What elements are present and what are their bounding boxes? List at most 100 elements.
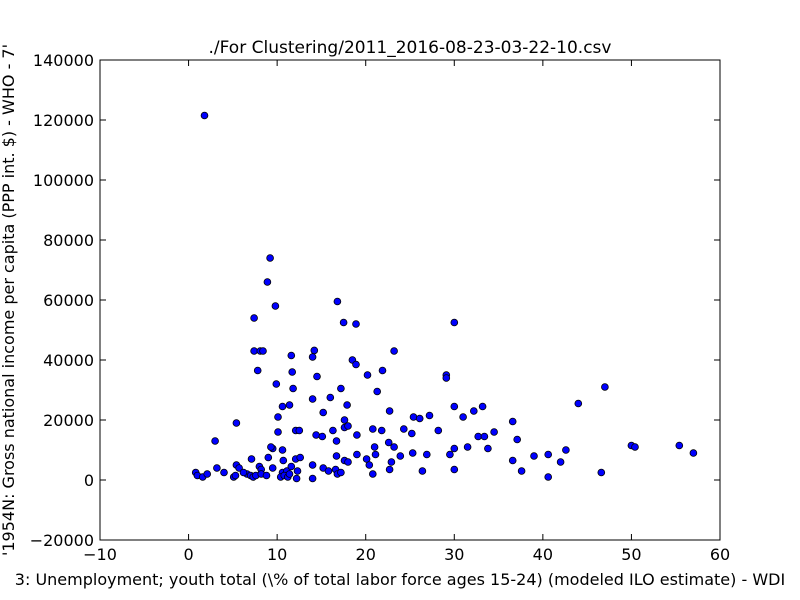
data-point [425, 411, 434, 420]
data-point [513, 435, 521, 444]
data-point [239, 468, 248, 477]
data-point [344, 422, 352, 430]
y-tick-label: 80000 [43, 231, 94, 250]
data-point [469, 407, 478, 415]
data-point [333, 297, 342, 306]
data-point [434, 426, 443, 435]
data-point [450, 402, 459, 411]
data-point [231, 471, 240, 480]
data-point [287, 351, 296, 360]
data-point [370, 443, 379, 451]
data-point [259, 347, 267, 355]
data-point [387, 458, 396, 466]
x-tick-label: −10 [83, 545, 117, 564]
data-point [324, 467, 333, 475]
data-point [450, 444, 459, 453]
data-point [235, 464, 243, 472]
data-point [480, 432, 489, 441]
data-point [517, 467, 526, 475]
data-point [530, 452, 538, 460]
data-point [332, 437, 341, 445]
data-point [343, 401, 351, 409]
data-point [689, 449, 698, 457]
y-axis-label: '1954N: Gross national income per capita… [0, 44, 18, 556]
data-point [329, 426, 337, 435]
data-point [365, 461, 374, 469]
data-point [418, 467, 427, 475]
data-point [396, 452, 405, 460]
data-point [378, 366, 387, 375]
data-point [631, 443, 639, 451]
data-point [312, 431, 320, 439]
x-tick-label: 50 [621, 545, 641, 564]
data-point [407, 429, 416, 438]
data-point [267, 443, 275, 451]
y-tick-label: 120000 [33, 111, 94, 130]
chart-title: ./For Clustering/2011_2016-08-23-03-22-1… [209, 38, 612, 58]
data-point [308, 353, 317, 361]
data-point [272, 380, 281, 388]
data-point [250, 314, 258, 322]
data-point [597, 468, 606, 477]
data-point [289, 384, 297, 393]
data-point [385, 407, 394, 415]
data-point [390, 443, 398, 451]
plot-area [191, 111, 698, 483]
data-point [247, 455, 256, 463]
data-point [371, 450, 380, 459]
y-tick-label: 100000 [33, 171, 94, 190]
data-point [463, 443, 472, 451]
data-point [279, 456, 288, 465]
data-point [274, 428, 282, 436]
data-point [556, 458, 565, 466]
x-tick-label: 20 [356, 545, 376, 564]
data-point [313, 372, 321, 381]
data-point [295, 426, 304, 435]
data-point [399, 425, 408, 433]
data-point [459, 413, 467, 421]
plot-frame [99, 59, 721, 541]
data-point [232, 419, 241, 427]
data-point [278, 446, 287, 454]
x-tick-label: 10 [267, 545, 287, 564]
data-point [344, 458, 352, 466]
data-point [385, 465, 394, 474]
data-point [287, 462, 296, 471]
data-point [368, 425, 377, 433]
data-point [271, 302, 280, 310]
data-point [544, 473, 552, 481]
data-point [390, 347, 398, 355]
y-tick-label: 0 [84, 471, 94, 490]
x-axis: −10 0 10 20 30 40 50 60 [83, 60, 730, 564]
y-tick-label: 140000 [33, 51, 94, 70]
data-point [384, 438, 393, 447]
data-point [442, 374, 451, 382]
data-point [562, 446, 570, 454]
data-point [478, 402, 487, 411]
data-point [337, 468, 345, 477]
data-point [268, 464, 277, 472]
data-point [544, 450, 552, 459]
data-point [474, 432, 483, 441]
data-point [326, 393, 335, 402]
data-point [264, 453, 273, 462]
data-point [450, 465, 459, 474]
data-point [508, 417, 517, 426]
data-point [288, 368, 297, 376]
data-point [213, 464, 221, 472]
data-point [352, 360, 360, 369]
data-point [415, 414, 424, 423]
x-tick-label: 40 [533, 545, 553, 564]
data-point [508, 456, 517, 465]
data-point [377, 426, 386, 435]
x-tick-label: 30 [444, 545, 464, 564]
data-point [353, 450, 361, 459]
data-point [574, 399, 583, 408]
data-point [409, 413, 418, 421]
y-tick-label: −20000 [30, 531, 94, 550]
data-point [292, 474, 301, 483]
data-point [484, 444, 492, 453]
data-point [368, 470, 377, 478]
data-point [285, 401, 294, 409]
data-point [363, 371, 372, 379]
